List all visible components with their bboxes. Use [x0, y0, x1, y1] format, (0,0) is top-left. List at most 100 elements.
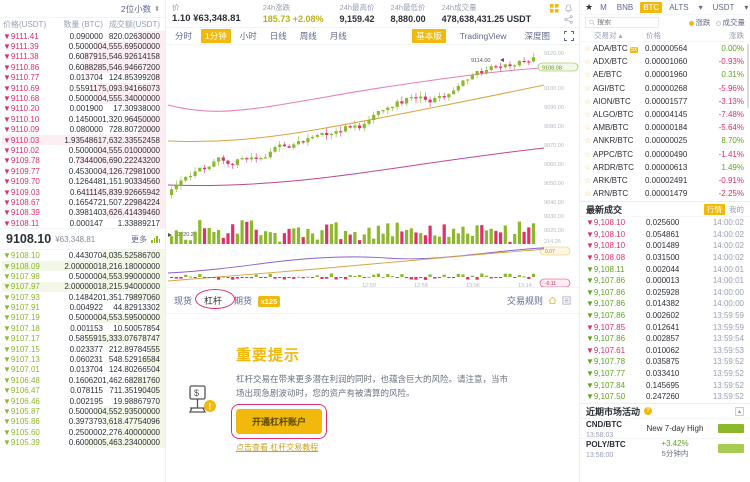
trade-rules-link[interactable]: 交易规则 — [506, 296, 543, 306]
orderbook-row[interactable]: ▼9109.77 0.453000 4,126.72981000 — [0, 166, 165, 177]
orderbook-row[interactable]: ▼9107.97 2.000000 18,215.94000000 — [0, 281, 165, 292]
market-row[interactable]: ☆ ALGO/BTC 0.00004145 -7.48% — [580, 108, 750, 121]
star-icon[interactable]: ☆ — [584, 149, 592, 159]
orderbook-row[interactable]: ▼9110.77 0.013704 124.85399208 — [0, 72, 165, 83]
orderbook-row[interactable]: ▼9106.48 0.160620 1,462.68281760 — [0, 375, 165, 386]
orderbook-row[interactable]: ▼9110.68 0.500000 4,555.34000000 — [0, 93, 165, 104]
orderbook-row[interactable]: ▼9111.39 0.500000 4,555.69500000 — [0, 41, 165, 52]
orderbook-row[interactable]: ▼9107.17 0.585591 5,333.07678747 — [0, 333, 165, 344]
market-tab-alts[interactable]: ALTS — [669, 2, 689, 12]
orderbook-row[interactable]: ▼9108.11 0.000147 1.33889217 — [0, 218, 165, 229]
orderbook-row[interactable]: ▼9109.78 0.734400 6,690.22243200 — [0, 155, 165, 167]
market-list[interactable]: ☆ ADA/BTC 5x 0.00000564 0.00% ☆ ADX/BTC 0.00001… — [580, 42, 750, 201]
orderbook-row[interactable]: ▼9107.93 0.148420 1,351.79897060 — [0, 291, 165, 303]
star-icon[interactable]: ☆ — [584, 123, 592, 133]
market-row[interactable]: ☆ ARDR/BTC 0.00000613 1.49% — [580, 161, 750, 174]
star-icon[interactable]: ☆ — [584, 96, 592, 106]
radio-change[interactable]: 涨跌 — [688, 17, 711, 28]
decimals-selector[interactable]: 2位小数 ⬍ — [0, 0, 165, 18]
favorites-tab-icon[interactable]: ★ — [585, 1, 594, 12]
market-row[interactable]: ☆ AGI/BTC 0.00000268 -5.96% — [580, 82, 750, 95]
mode-spot[interactable]: 现货 — [174, 296, 193, 306]
search-box[interactable] — [585, 17, 659, 28]
market-col-change[interactable]: 涨跌 — [729, 31, 744, 40]
orderbook-row[interactable]: ▼9107.91 0.004922 44.82913302 — [0, 302, 165, 313]
orderbook-row[interactable]: ▼9107.19 0.500000 4,553.59500000 — [0, 312, 165, 324]
orderbook-row[interactable]: ▼9105.87 0.500000 4,552.93500000 — [0, 406, 165, 417]
chart-tf-1min[interactable]: 1分钟 — [201, 29, 231, 43]
market-list-scrollbar[interactable] — [747, 44, 749, 108]
market-tab-btc[interactable]: BTC — [640, 1, 663, 13]
open-margin-account-button[interactable]: 开通杠杆账户 — [236, 408, 323, 434]
market-row[interactable]: ☆ AION/BTC 0.00001577 -3.13% — [580, 95, 750, 108]
chart-tf-month[interactable]: 月线 — [329, 31, 347, 41]
orderbook-row[interactable]: ▼9105.86 0.397379 3,618.47754096 — [0, 416, 165, 428]
orderbook-row[interactable]: ▼9111.38 0.608791 5,546.92614158 — [0, 51, 165, 63]
mode-futures[interactable]: 期货 x125 — [234, 294, 281, 307]
orderbook-row[interactable]: ▼9111.41 0.090000 820.02630000 — [0, 31, 165, 42]
market-row[interactable]: ☆ ARK/BTC 0.00002491 -0.91% — [580, 174, 750, 187]
market-row[interactable]: ☆ ADA/BTC 5x 0.00000564 0.00% — [580, 42, 750, 55]
activity-row[interactable]: POLY/BTC 13:58:00 +3.42% 5分钟内 — [580, 438, 750, 459]
market-row[interactable]: ☆ ARN/BTC 0.00001479 -2.25% — [580, 187, 750, 200]
star-icon[interactable]: ☆ — [584, 44, 592, 54]
star-icon[interactable]: ☆ — [584, 162, 592, 172]
chart-tf-fenshi[interactable]: 分时 — [175, 31, 193, 41]
chevron-down-icon[interactable]: ▾ — [744, 2, 749, 12]
star-icon[interactable]: ☆ — [584, 57, 592, 67]
orderbook-row[interactable]: ▼9109.03 0.641114 5,839.92665942 — [0, 186, 165, 198]
search-input[interactable] — [597, 19, 655, 26]
orderbook-row[interactable]: ▼9110.10 0.145000 1,320.96450000 — [0, 114, 165, 125]
orderbook-row[interactable]: ▼9110.03 1.935486 17,632.33552458 — [0, 134, 165, 146]
list-icon[interactable] — [562, 296, 571, 305]
orderbook-row[interactable]: ▼9107.13 0.060231 548.52916584 — [0, 354, 165, 365]
mode-margin[interactable]: 杠杆 — [195, 289, 236, 309]
chart-tf-day[interactable]: 日线 — [269, 31, 287, 41]
margin-tutorial-link[interactable]: 点击查看 杠杆交易教程 — [236, 442, 319, 452]
orderbook-row[interactable]: ▼9108.09 2.000000 18,216.18000000 — [0, 260, 165, 272]
trades-tab-market[interactable]: 行情 — [704, 203, 725, 215]
orderbook-row[interactable]: ▼9110.02 0.500000 4,555.01000000 — [0, 145, 165, 156]
star-icon[interactable]: ☆ — [584, 83, 592, 93]
market-row[interactable]: ☆ ADX/BTC 0.00001060 -0.93% — [580, 55, 750, 68]
chart-tf-week[interactable]: 周线 — [299, 31, 317, 41]
market-tab-m[interactable]: M — [600, 2, 607, 12]
share-icon[interactable] — [564, 14, 573, 24]
chart-view-basic[interactable]: 基本版 — [412, 29, 446, 43]
orderbook-row[interactable]: ▼9105.60 0.250000 2,276.40000000 — [0, 427, 165, 438]
orderbook-row[interactable]: ▼9110.09 0.080000 728.80720000 — [0, 124, 165, 135]
market-col-pair[interactable]: 交易对 ▴ — [594, 31, 623, 40]
orderbook-row[interactable]: ▼9105.39 0.600000 5,463.23400000 — [0, 437, 165, 448]
activity-row[interactable]: CND/BTC 13:58:03 New 7-day High — [580, 418, 750, 439]
market-tab-usdt[interactable]: USDT — [712, 2, 735, 12]
orderbook-row[interactable]: ▼9110.20 0.001900 17.30938000 — [0, 103, 165, 115]
chevron-down-icon[interactable]: ▾ — [698, 2, 703, 12]
market-tab-bnb[interactable]: BNB — [616, 2, 634, 12]
star-icon[interactable]: ☆ — [584, 110, 592, 120]
star-icon[interactable]: ☆ — [584, 136, 592, 146]
market-row[interactable]: ☆ ANKR/BTC 0.00000025 8.70% — [580, 134, 750, 147]
home-icon[interactable] — [548, 296, 557, 305]
orderbook-row[interactable]: ▼9107.15 0.023377 212.89784555 — [0, 343, 165, 355]
orderbook-row[interactable]: ▼9110.69 0.559117 5,093.94166073 — [0, 82, 165, 94]
orderbook-row[interactable]: ▼9107.98 0.500000 4,553.99000000 — [0, 271, 165, 282]
star-icon[interactable]: ☆ — [584, 70, 592, 80]
orderbook-row[interactable]: ▼9108.39 0.398140 3,626.41439460 — [0, 207, 165, 219]
orderbook-row[interactable]: ▼9107.18 0.001153 10.50057854 — [0, 323, 165, 334]
collapse-icon[interactable]: ▴ — [735, 406, 744, 416]
help-icon[interactable]: ? — [644, 407, 653, 415]
bell-icon[interactable] — [564, 4, 573, 13]
market-row[interactable]: ☆ AE/BTC 0.00001960 0.31% — [580, 68, 750, 81]
orderbook-row[interactable]: ▼9109.70 0.126448 1,151.90334560 — [0, 176, 165, 187]
fullscreen-icon[interactable] — [564, 31, 574, 41]
trades-list[interactable]: ▼9,108.10 0.025600 14:00:02 ▼9,108.10 0.0548… — [580, 217, 750, 403]
orderbook-row[interactable]: ▼9108.10 0.443070 4,035.52586700 — [0, 250, 165, 261]
market-row[interactable]: ☆ APPC/BTC 0.00000490 -1.41% — [580, 148, 750, 161]
star-icon[interactable]: ☆ — [584, 189, 592, 199]
orderbook-row[interactable]: ▼9107.01 0.013704 124.80266504 — [0, 364, 165, 376]
orderbook-row[interactable]: ▼9108.67 0.165472 1,507.22984224 — [0, 197, 165, 208]
orderbook-row[interactable]: ▼9110.86 0.608828 5,546.94667200 — [0, 62, 165, 73]
chart-view-depth[interactable]: 深度图 — [524, 31, 550, 41]
orderbook-more-link[interactable]: 更多 — [131, 234, 147, 244]
